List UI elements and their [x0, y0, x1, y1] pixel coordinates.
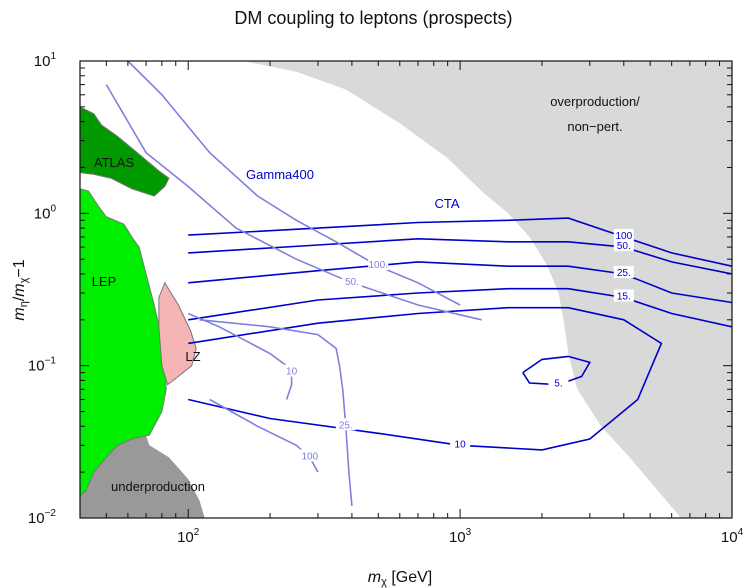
plot-frame [79, 60, 733, 519]
annotation-gamma400: Gamma400 [246, 167, 314, 182]
region-label-atlas: ATLAS [94, 155, 135, 170]
cta-contour-label: 100 [615, 231, 632, 242]
x-tick-label: 103 [449, 527, 472, 546]
region-label-lep: LEP [92, 274, 117, 289]
cta-contour-label: 50. [617, 241, 631, 252]
cta-contour-label: 5. [554, 379, 562, 390]
cta-contour-5 [522, 355, 592, 386]
gamma400-contour-label: 100. [369, 260, 388, 271]
x-tick-label: 102 [177, 527, 200, 546]
cta-contour-25 [188, 261, 732, 304]
cta-contour-label-bg [613, 265, 634, 278]
gamma400-contour-label-bg [281, 364, 302, 377]
gamma400-contour-label: 100 [301, 451, 318, 462]
y-tick-label: 100 [34, 203, 57, 222]
gamma400-contour-100 [209, 398, 319, 473]
x-tick-label: 104 [721, 527, 744, 546]
gamma400-contour-100 [127, 61, 461, 306]
gamma400-contour-25 [199, 319, 353, 506]
cta-contour-label-bg [613, 289, 634, 302]
y-tick-label: 101 [34, 51, 57, 70]
cta-contour-label-bg [613, 239, 634, 252]
gamma400-contour-label-bg [341, 274, 362, 287]
y-tick-label: 10−1 [28, 356, 57, 375]
cta-contour-label-bg [548, 376, 569, 389]
region-label-lz: LZ [185, 349, 200, 364]
region-label-underproduction: underproduction [111, 479, 205, 494]
cta-contour-100 [188, 217, 732, 267]
cta-contour-label: 10 [455, 439, 467, 450]
region-label-overproduction-line1: overproduction/ [550, 94, 640, 109]
gamma400-contour-label: 10 [286, 367, 298, 378]
annotation-cta: CTA [434, 196, 459, 211]
cta-contour-15 [188, 287, 732, 328]
gamma400-contour-label: 50. [345, 277, 359, 288]
cta-contour-label: 25. [617, 268, 631, 279]
y-tick-label: 10−2 [28, 508, 57, 527]
gamma400-contour-10 [187, 312, 293, 400]
gamma400-contour-label-bg [335, 418, 356, 431]
chart-title: DM coupling to leptons (prospects) [234, 8, 513, 28]
gamma400-contour-label-bg [368, 258, 389, 271]
cta-contour-10 [188, 306, 663, 451]
region-lz [158, 281, 197, 386]
region-atlas [80, 106, 170, 197]
gamma400-contour-label: 25. [339, 420, 353, 431]
x-axis-label: mχ [GeV] [368, 569, 432, 588]
cta-contour-50 [188, 237, 732, 275]
region-label-overproduction-line2: non−pert. [567, 119, 622, 134]
gamma400-contour-label-bg [299, 449, 320, 462]
region-overproduction [243, 61, 732, 518]
y-axis-label: mη/mχ−1 [11, 259, 30, 320]
gamma400-contour-50 [105, 84, 482, 321]
cta-contour-label-bg [613, 228, 634, 241]
cta-contour-label: 15. [617, 292, 631, 303]
cta-contour-label-bg [450, 437, 471, 450]
